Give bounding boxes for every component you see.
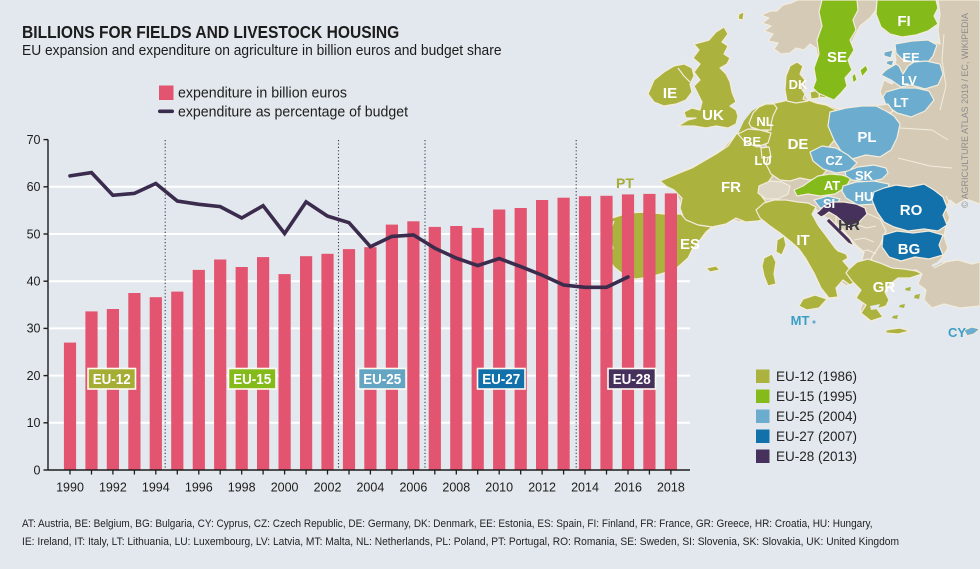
- svg-text:UK: UK: [702, 107, 724, 124]
- svg-text:FR: FR: [721, 179, 741, 196]
- svg-text:2002: 2002: [314, 481, 342, 495]
- svg-text:EU-12: EU-12: [93, 372, 131, 388]
- svg-text:© AGRICULTURE ATLAS 2019 / EC,: © AGRICULTURE ATLAS 2019 / EC, WIKIPEDIA: [960, 12, 971, 208]
- svg-text:SK: SK: [855, 168, 874, 183]
- svg-text:1998: 1998: [228, 481, 256, 495]
- svg-text:1992: 1992: [99, 481, 127, 495]
- svg-text:1996: 1996: [185, 481, 213, 495]
- svg-text:IT: IT: [796, 232, 809, 249]
- svg-text:EU-15 (1995): EU-15 (1995): [776, 389, 857, 404]
- svg-text:PT: PT: [616, 175, 634, 191]
- svg-text:SE: SE: [827, 49, 847, 66]
- svg-text:MT: MT: [791, 313, 810, 328]
- svg-text:CY: CY: [948, 325, 966, 340]
- svg-text:GR: GR: [873, 279, 896, 296]
- svg-text:EU-15: EU-15: [233, 372, 271, 388]
- svg-text:AT: AT: [824, 178, 840, 193]
- svg-text:LU: LU: [754, 153, 771, 168]
- svg-text:50: 50: [27, 227, 41, 241]
- svg-text:expenditure as percentage of b: expenditure as percentage of budget: [178, 104, 409, 121]
- svg-text:EE: EE: [902, 50, 920, 65]
- svg-text:HR: HR: [838, 217, 860, 234]
- svg-text:60: 60: [27, 180, 41, 194]
- svg-text:2012: 2012: [528, 481, 556, 495]
- svg-text:LT: LT: [894, 95, 909, 110]
- svg-text:CZ: CZ: [825, 153, 842, 168]
- svg-text:DK: DK: [789, 77, 808, 92]
- svg-text:EU-12 (1986): EU-12 (1986): [776, 369, 857, 384]
- svg-text:LV: LV: [901, 73, 917, 88]
- svg-text:FI: FI: [897, 13, 910, 30]
- svg-text:EU-27: EU-27: [482, 372, 520, 388]
- svg-text:2014: 2014: [571, 481, 599, 495]
- svg-text:HU: HU: [855, 189, 874, 204]
- svg-text:IE: IE: [663, 85, 677, 102]
- svg-text:SI: SI: [823, 196, 835, 211]
- svg-text:expenditure in billion euros: expenditure in billion euros: [178, 85, 347, 102]
- svg-text:BE: BE: [743, 134, 761, 149]
- svg-text:EU-25 (2004): EU-25 (2004): [776, 409, 857, 424]
- svg-text:2006: 2006: [399, 481, 427, 495]
- svg-text:20: 20: [27, 369, 41, 383]
- svg-text:DE: DE: [788, 136, 809, 153]
- svg-text:2010: 2010: [485, 481, 513, 495]
- svg-text:1994: 1994: [142, 481, 170, 495]
- svg-text:RO: RO: [900, 202, 923, 219]
- svg-text:1990: 1990: [56, 481, 84, 495]
- svg-text:EU-27 (2007): EU-27 (2007): [776, 429, 857, 444]
- svg-text:2018: 2018: [657, 481, 685, 495]
- svg-text:PL: PL: [857, 129, 876, 146]
- svg-text:2008: 2008: [442, 481, 470, 495]
- svg-text:30: 30: [27, 322, 41, 336]
- svg-text:40: 40: [27, 275, 41, 289]
- svg-text:2016: 2016: [614, 481, 642, 495]
- svg-text:0: 0: [34, 463, 41, 477]
- svg-text:2000: 2000: [271, 481, 299, 495]
- svg-text:EU-25: EU-25: [363, 372, 401, 388]
- svg-text:EU-28 (2013): EU-28 (2013): [776, 449, 857, 464]
- svg-text:10: 10: [27, 416, 41, 430]
- svg-text:NL: NL: [756, 114, 773, 129]
- svg-text:EU-28: EU-28: [613, 372, 651, 388]
- svg-text:2004: 2004: [356, 481, 384, 495]
- svg-text:70: 70: [27, 133, 41, 147]
- svg-text:BG: BG: [898, 241, 921, 258]
- svg-text:ES: ES: [680, 236, 700, 253]
